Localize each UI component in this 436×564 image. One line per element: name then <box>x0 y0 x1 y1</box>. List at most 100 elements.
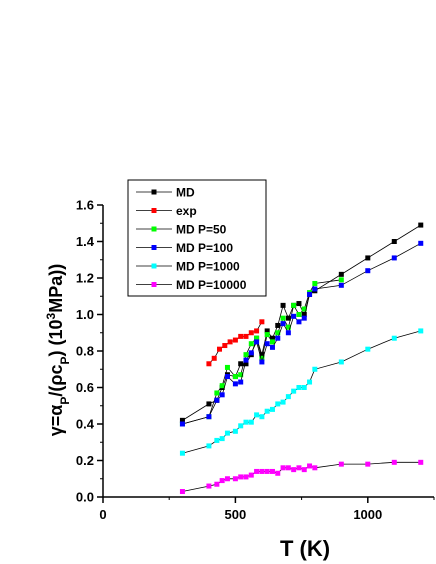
data-point <box>391 335 397 341</box>
ticks: 0 500 1000 0.0 0.2 0.4 0.6 0.8 1.0 1.2 1.4 1.6 <box>76 198 435 522</box>
data-point <box>254 412 260 418</box>
data-point <box>227 339 233 345</box>
data-point <box>232 476 238 482</box>
data-point <box>219 478 225 484</box>
series-exp <box>206 319 265 367</box>
data-point <box>243 333 249 339</box>
data-point <box>243 352 249 358</box>
data-point <box>254 339 260 345</box>
data-point <box>312 280 318 286</box>
data-point <box>259 414 265 420</box>
legend-box <box>127 179 267 297</box>
y-tick-label: 1.6 <box>76 198 94 213</box>
data-point <box>264 328 270 334</box>
data-point <box>232 428 238 434</box>
data-point <box>307 291 313 297</box>
data-point <box>179 417 185 423</box>
data-point <box>275 322 281 328</box>
data-point <box>211 355 217 361</box>
data-point <box>280 321 286 327</box>
data-point <box>232 381 238 387</box>
data-point <box>280 315 286 321</box>
data-point <box>291 313 297 319</box>
data-point <box>179 489 185 495</box>
data-point <box>206 443 212 449</box>
y-tick-label: 1.4 <box>76 234 95 249</box>
legend-marker <box>151 263 157 269</box>
data-point <box>285 465 291 471</box>
data-point <box>269 468 275 474</box>
data-point <box>264 468 270 474</box>
data-point <box>391 255 397 261</box>
data-point <box>301 467 307 473</box>
legend-entry: MD P=10000 <box>136 278 247 292</box>
legend-marker <box>151 245 157 250</box>
data-point <box>418 459 424 465</box>
data-point <box>238 361 244 367</box>
legend-entry: MD <box>136 186 195 200</box>
legend-entry: MD P=100 <box>136 241 233 255</box>
data-point <box>312 286 318 292</box>
data-point <box>365 346 371 352</box>
y-tick-label: 1.2 <box>76 271 94 286</box>
data-point <box>280 302 286 308</box>
data-point <box>296 465 302 471</box>
data-point <box>219 436 225 442</box>
data-point <box>206 361 212 367</box>
data-point <box>254 468 260 474</box>
data-point <box>285 324 291 330</box>
data-point <box>214 390 220 396</box>
series-md-p-50 <box>179 277 344 427</box>
data-point <box>269 339 275 345</box>
legend-entry: MD P=50 <box>136 223 227 237</box>
data-point <box>179 421 185 427</box>
data-point <box>296 301 302 307</box>
data-point <box>248 419 254 425</box>
data-point <box>296 312 302 317</box>
data-point <box>307 463 313 469</box>
data-point <box>312 465 318 471</box>
data-point <box>222 343 228 349</box>
data-point <box>206 401 212 407</box>
plot-area <box>179 222 424 495</box>
data-point <box>238 474 244 480</box>
data-point <box>418 222 424 228</box>
data-point <box>365 255 371 261</box>
data-point <box>243 474 249 480</box>
data-point <box>280 465 286 471</box>
data-point <box>214 481 220 487</box>
data-point <box>219 383 225 389</box>
data-point <box>285 315 291 321</box>
legend-marker <box>151 226 157 232</box>
data-point <box>301 385 307 390</box>
series-line <box>182 461 421 492</box>
data-point <box>248 350 254 356</box>
x-tick-label: 500 <box>225 507 247 522</box>
legend-marker <box>151 208 157 213</box>
data-point <box>338 271 344 277</box>
data-point <box>238 333 244 339</box>
legend-label: MD <box>176 186 195 200</box>
data-point <box>291 302 297 308</box>
data-point <box>243 361 249 367</box>
data-point <box>301 315 307 321</box>
data-point <box>269 406 275 412</box>
data-point <box>217 346 223 352</box>
data-point <box>275 401 281 407</box>
data-point <box>338 359 344 365</box>
data-point <box>259 352 265 358</box>
data-point <box>254 328 260 334</box>
data-point <box>243 357 249 363</box>
data-point <box>275 470 281 476</box>
data-point <box>301 312 307 317</box>
data-point <box>291 388 297 394</box>
data-point <box>296 319 302 325</box>
data-point <box>269 344 275 350</box>
legend-entry: exp <box>136 204 197 218</box>
data-point <box>206 414 212 420</box>
data-point <box>285 394 291 400</box>
legend: MD exp MD P=50 MD P=100 MD P=1000 MD P=10000 <box>127 179 267 297</box>
legend-marker <box>151 282 157 287</box>
y-axis-title: γ=αP/(ρcP) (103MPa)) <box>44 264 72 436</box>
y-tick-label: 1.0 <box>76 307 94 322</box>
